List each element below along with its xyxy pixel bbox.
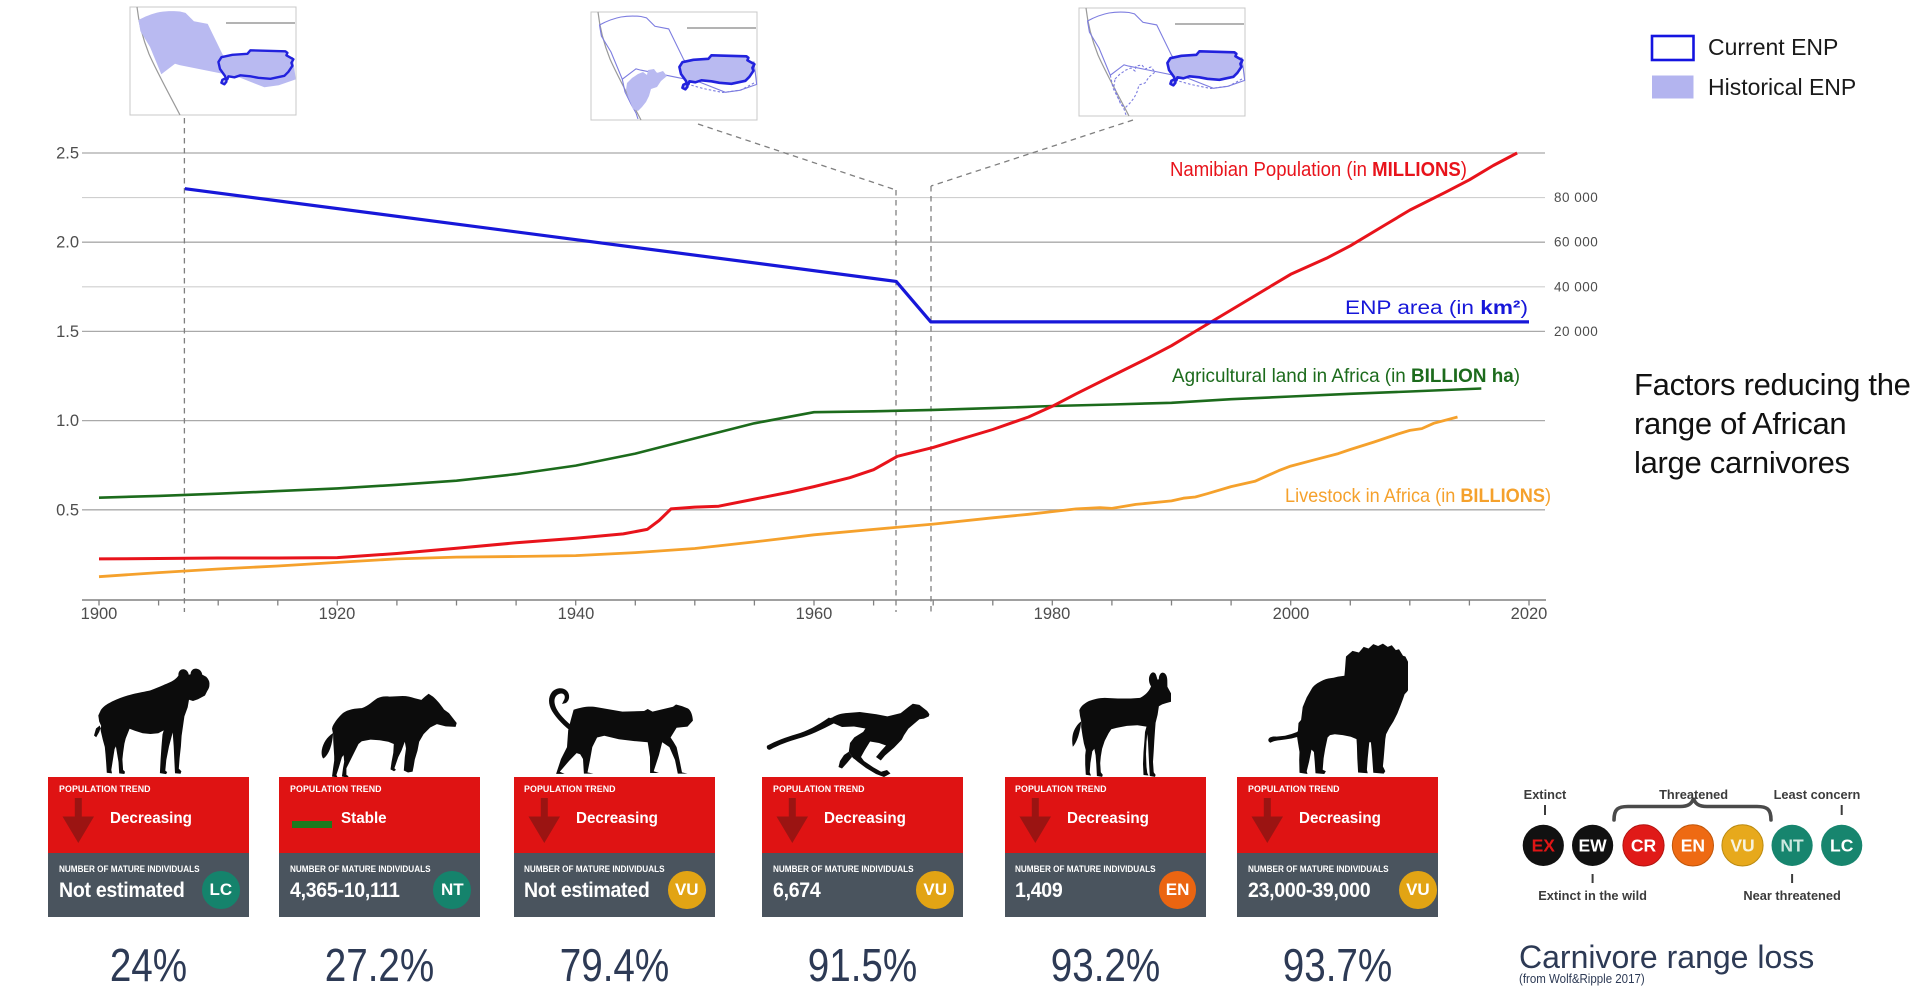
svg-text:VU: VU — [1730, 835, 1754, 855]
svg-text:ENP area (in km²): ENP area (in km²) — [1345, 298, 1528, 319]
svg-text:Agricultural land in Africa (i: Agricultural land in Africa (in BILLION … — [1172, 365, 1520, 387]
svg-text:NT: NT — [1780, 835, 1804, 855]
svg-text:0.5: 0.5 — [56, 501, 79, 519]
svg-text:1940: 1940 — [558, 605, 595, 623]
svg-text:40 000: 40 000 — [1554, 279, 1598, 294]
svg-text:EW: EW — [1578, 835, 1607, 855]
svg-text:Least concern: Least concern — [1774, 787, 1861, 802]
svg-text:LC: LC — [1830, 835, 1854, 855]
svg-text:1900: 1900 — [81, 605, 118, 623]
svg-text:1.0: 1.0 — [56, 412, 79, 430]
svg-text:1920: 1920 — [319, 605, 356, 623]
svg-text:1.5: 1.5 — [56, 323, 79, 341]
svg-text:2.5: 2.5 — [56, 145, 79, 163]
svg-text:Current ENP: Current ENP — [1708, 34, 1838, 60]
svg-text:EN: EN — [1681, 835, 1705, 855]
svg-text:2.0: 2.0 — [56, 234, 79, 252]
svg-text:80 000: 80 000 — [1554, 190, 1598, 205]
svg-text:Namibian Population (in MILLIO: Namibian Population (in MILLIONS) — [1170, 159, 1467, 181]
svg-text:Livestock in Africa (in BILLIO: Livestock in Africa (in BILLIONS) — [1285, 485, 1551, 507]
svg-text:2020: 2020 — [1511, 605, 1548, 623]
svg-text:60 000: 60 000 — [1554, 235, 1598, 250]
svg-text:1980: 1980 — [1034, 605, 1071, 623]
svg-text:Extinct: Extinct — [1524, 787, 1567, 802]
svg-text:Near threatened: Near threatened — [1743, 888, 1840, 903]
svg-text:Threatened: Threatened — [1659, 787, 1728, 802]
svg-text:1960: 1960 — [796, 605, 833, 623]
svg-text:CR: CR — [1631, 835, 1657, 855]
svg-text:EX: EX — [1532, 835, 1556, 855]
svg-text:Historical ENP: Historical ENP — [1708, 74, 1856, 100]
svg-text:Extinct in the wild: Extinct in the wild — [1538, 888, 1647, 903]
svg-text:2000: 2000 — [1273, 605, 1310, 623]
svg-text:20 000: 20 000 — [1554, 324, 1598, 339]
